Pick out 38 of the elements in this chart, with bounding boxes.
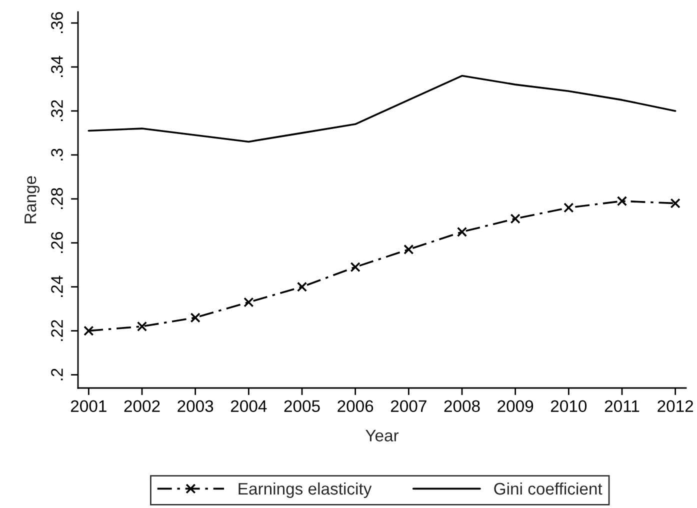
y-axis-title: Range xyxy=(24,176,40,224)
point xyxy=(616,196,628,206)
y-tick-label: .22 xyxy=(51,320,63,341)
x-tick-label: 2012 xyxy=(658,400,694,412)
x-tick-label: 2005 xyxy=(284,400,320,412)
point xyxy=(456,226,468,237)
point xyxy=(84,326,94,336)
point xyxy=(296,282,308,292)
point xyxy=(670,198,680,208)
point xyxy=(244,297,254,308)
point xyxy=(350,262,360,272)
legend-label: Earnings elasticity xyxy=(238,482,372,498)
point xyxy=(404,244,414,255)
x-tick-label: 2003 xyxy=(178,400,214,412)
legend-label: Gini coefficient xyxy=(494,482,602,495)
x-axis-title: Year xyxy=(366,430,399,442)
y-tick-label: .24 xyxy=(51,276,63,297)
line-series xyxy=(88,74,676,143)
x-tick-label: 2001 xyxy=(70,400,106,412)
y-tick-label: .28 xyxy=(51,188,63,209)
x-tick-label: 2004 xyxy=(230,400,267,412)
y-tick-label: .36 xyxy=(51,12,63,34)
y-tick-label: .2 xyxy=(51,368,63,380)
x-tick-label: 2011 xyxy=(604,400,640,412)
x-tick-label: 2008 xyxy=(444,400,480,412)
point xyxy=(564,202,574,213)
x-tick-label: 2010 xyxy=(550,400,587,412)
x-tick-label: 2002 xyxy=(124,400,160,412)
point xyxy=(510,214,520,224)
x-tick-label: 2007 xyxy=(390,400,426,412)
point xyxy=(136,321,148,332)
y-tick-label: .3 xyxy=(51,148,63,160)
point xyxy=(190,312,200,323)
y-tick-label: .34 xyxy=(51,56,63,78)
y-tick-label: .32 xyxy=(51,100,63,122)
y-tick-label: .26 xyxy=(51,232,63,253)
x-tick-label: 2006 xyxy=(338,400,374,412)
x-tick-label: 2009 xyxy=(498,400,534,412)
